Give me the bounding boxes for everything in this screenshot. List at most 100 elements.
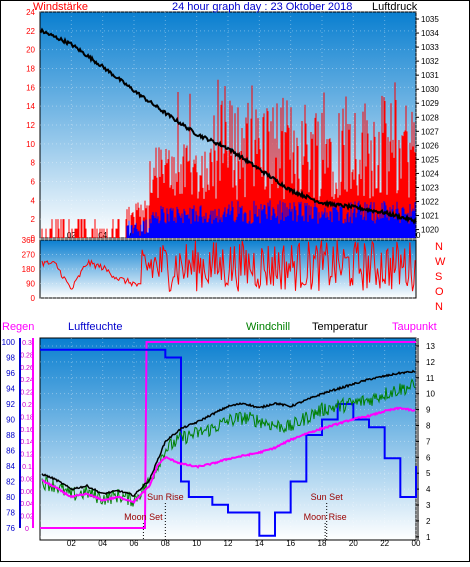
compass-label: O xyxy=(435,286,444,298)
pressure-tick-label: 1025 xyxy=(421,155,439,164)
x-tick-label: 00 xyxy=(412,231,421,240)
rain-tick-label: 0.02 xyxy=(20,514,34,521)
humidity-tick-label: 98 xyxy=(6,354,15,363)
wind-tick-label: 2 xyxy=(31,215,36,224)
direction-tick-label: 360 xyxy=(22,236,36,245)
rain-tick-label: 0.06 xyxy=(20,489,34,496)
gust-series xyxy=(126,200,416,238)
astro-annotation: Moon Rise xyxy=(304,512,347,522)
humidity-tick-label: 78 xyxy=(6,509,15,518)
x-tick-label: 14 xyxy=(255,539,264,548)
temperature-tick-label: 9 xyxy=(426,406,431,415)
pressure-tick-label: 1034 xyxy=(421,29,439,38)
x-tick-label: 02 xyxy=(67,539,76,548)
wind-tick-label: 24 xyxy=(26,8,35,17)
humidity-tick-label: 92 xyxy=(6,400,15,409)
astro-annotation: Sun Set xyxy=(311,492,344,502)
wind-tick-label: 8 xyxy=(31,159,36,168)
temperature-tick-label: 2 xyxy=(426,517,431,526)
wind-tick-label: 10 xyxy=(26,140,35,149)
pressure-tick-label: 1027 xyxy=(421,127,439,136)
x-tick-label: 16 xyxy=(286,539,295,548)
humidity-tick-label: 76 xyxy=(6,524,15,533)
temperature-line xyxy=(41,369,416,497)
rain-tick-label: 0.26 xyxy=(20,365,34,372)
chart-title: 24 hour graph day : 23 Oktober 2018 xyxy=(172,1,352,13)
humidity-tick-label: 96 xyxy=(6,369,15,378)
wind-tick-label: 0 xyxy=(31,234,36,243)
wind-tick-label: 22 xyxy=(26,27,35,36)
x-tick-label: 20 xyxy=(349,539,358,548)
humidity-line xyxy=(40,348,417,537)
compass-label: N xyxy=(435,301,443,313)
temperature-tick-label: 4 xyxy=(426,485,431,494)
wind-direction-line xyxy=(41,240,416,293)
pressure-tick-label: 1022 xyxy=(421,198,439,207)
pressure-tick-label: 1029 xyxy=(421,99,439,108)
humidity-tick-label: 90 xyxy=(6,416,15,425)
temperature-tick-label: 11 xyxy=(426,374,435,383)
pressure-tick-label: 1024 xyxy=(421,169,439,178)
legend-temperature: Temperatur xyxy=(312,321,368,333)
temperature-tick-label: 7 xyxy=(426,437,431,446)
pressure-tick-label: 1032 xyxy=(421,57,439,66)
astro-annotation: Sun Rise xyxy=(147,492,184,502)
temperature-tick-label: 8 xyxy=(426,421,431,430)
temperature-tick-label: 5 xyxy=(426,469,431,478)
x-tick-label: 08 xyxy=(161,539,170,548)
pressure-tick-label: 1021 xyxy=(421,212,439,221)
wind-tick-label: 6 xyxy=(31,178,36,187)
wind-tick-label: 20 xyxy=(26,46,35,55)
rain-tick-label: 0.24 xyxy=(20,377,34,384)
rain-tick-label: 0.18 xyxy=(20,414,34,421)
pressure-label: Luftdruck xyxy=(372,1,418,13)
legend-dewpoint: Taupunkt xyxy=(392,321,437,333)
wind-tick-label: 14 xyxy=(26,102,35,111)
legend-windchill: Windchill xyxy=(246,321,290,333)
rain-tick-label: 0.08 xyxy=(20,476,34,483)
rain-tick-label: 0.1 xyxy=(22,464,32,471)
astro-annotation: Moon Set xyxy=(124,512,163,522)
temperature-tick-label: 10 xyxy=(426,390,435,399)
direction-tick-label: 270 xyxy=(22,251,36,260)
compass-label: S xyxy=(435,271,442,283)
legend-rain: Regen xyxy=(2,321,34,333)
rain-tick-label: 0.22 xyxy=(20,390,34,397)
pressure-tick-label: 1028 xyxy=(421,113,439,122)
x-tick-label: 22 xyxy=(380,539,389,548)
humidity-tick-label: 84 xyxy=(6,462,15,471)
dewpoint-line xyxy=(42,406,416,504)
rain-tick-label: 0.16 xyxy=(20,427,34,434)
pressure-tick-label: 1031 xyxy=(421,71,439,80)
rain-tick-label: 0.12 xyxy=(20,452,34,459)
rain-line xyxy=(40,341,416,529)
x-tick-label: 10 xyxy=(192,539,201,548)
pressure-tick-label: 1035 xyxy=(421,15,439,24)
compass-label: W xyxy=(435,256,446,268)
humidity-tick-label: 94 xyxy=(6,385,15,394)
temperature-tick-label: 1 xyxy=(426,533,431,542)
temperature-tick-label: 3 xyxy=(426,501,431,510)
humidity-tick-label: 100 xyxy=(2,338,16,347)
temperature-tick-label: 13 xyxy=(426,342,435,351)
pressure-tick-label: 1023 xyxy=(421,183,439,192)
x-tick-label: 12 xyxy=(224,539,233,548)
humidity-tick-label: 82 xyxy=(6,478,15,487)
direction-tick-label: 0 xyxy=(31,294,36,303)
x-tick-label: 00 xyxy=(412,539,421,548)
humidity-tick-label: 80 xyxy=(6,493,15,502)
chart-marks: 0246810121416182022241020102110221023102… xyxy=(2,8,446,548)
rain-tick-label: 0.28 xyxy=(20,352,34,359)
x-tick-label: 06 xyxy=(130,539,139,548)
rain-tick-label: 0.14 xyxy=(20,439,34,446)
legend-humidity: Luftfeuchte xyxy=(68,321,122,333)
compass-label: N xyxy=(435,241,443,253)
x-tick-label: 04 xyxy=(98,539,107,548)
pressure-line xyxy=(39,27,417,225)
windchill-line xyxy=(41,378,416,507)
wind-tick-label: 4 xyxy=(31,196,36,205)
rain-tick-label: 0.04 xyxy=(20,501,34,508)
pressure-tick-label: 1033 xyxy=(421,43,439,52)
rain-tick-label: 0 xyxy=(25,526,29,533)
rain-tick-label: 0.2 xyxy=(22,402,32,409)
